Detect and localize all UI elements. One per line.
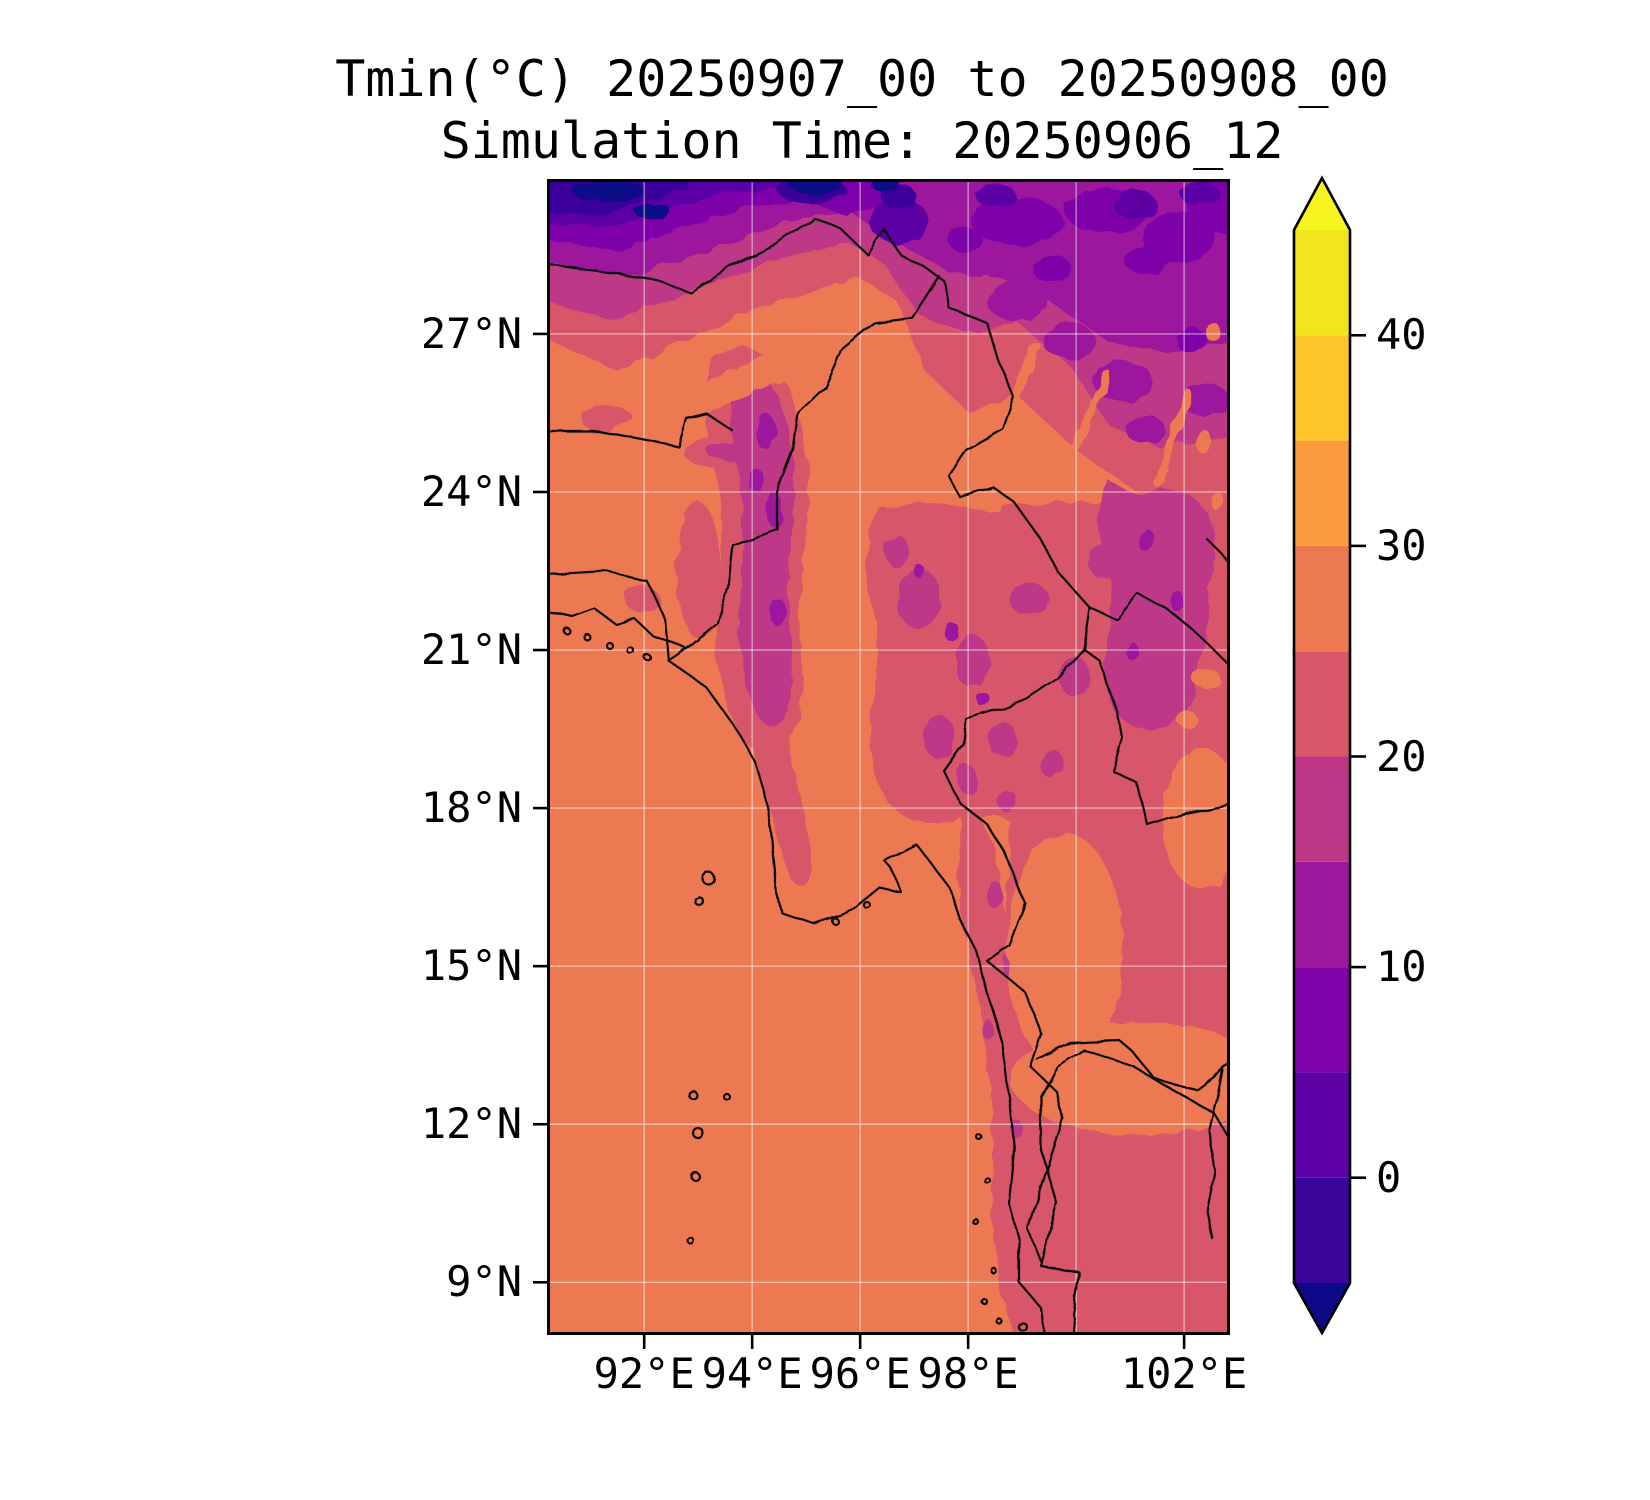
colorbar-band-35-40 (1294, 335, 1350, 441)
y-tick-label: 18°N (420, 783, 522, 833)
colorbar-outline (1292, 175, 1352, 1336)
colorbar-band-25-30 (1294, 545, 1350, 652)
colorbar-tick-label: 10 (1376, 942, 1427, 992)
colorbar-extend-under (1294, 1283, 1350, 1333)
coast-myanmar (667, 659, 1046, 1335)
x-tick-label: 102°E (1120, 1349, 1248, 1398)
coast-gulf-west (1039, 1048, 1086, 1335)
y-tick-label: 15°N (420, 941, 522, 991)
axes-spine (547, 179, 1230, 1335)
coast-gulf-east (1082, 1048, 1230, 1142)
y-tick-label: 24°N (420, 466, 522, 516)
border-india-myanmar (667, 274, 941, 663)
colorbar-tick-label: 20 (1376, 731, 1427, 781)
x-tick-label: 92°E (593, 1349, 695, 1398)
x-tick-label: 98°E (917, 1349, 1019, 1398)
colorbar-band-0-5 (1294, 1072, 1350, 1178)
axis-tick-marks (533, 332, 1186, 1349)
colorbar-band-40-45 (1294, 230, 1350, 336)
colorbar-tick-label: 0 (1376, 1152, 1402, 1202)
border-cambodia (1035, 1039, 1230, 1092)
colorbar-tick-label: 30 (1376, 520, 1427, 570)
coast-bengal-delta (547, 607, 689, 651)
colorbar-band-20-25 (1294, 651, 1350, 757)
y-tick-label: 12°N (420, 1099, 522, 1149)
border-bangladesh-south (547, 569, 671, 663)
map-plot (533, 179, 1230, 1349)
colorbar-tick-label: 40 (1376, 310, 1427, 360)
plot-title: Tmin(°C) 20250907_00 to 20250908_00 (335, 50, 1389, 108)
colorbar (1292, 175, 1366, 1336)
border-cambodia-west (1205, 1065, 1225, 1241)
y-tick-label: 9°N (446, 1257, 522, 1307)
x-tick-label: 96°E (809, 1349, 911, 1398)
colorbar-band--5-0 (1294, 1177, 1350, 1283)
border-himalaya (547, 216, 946, 294)
border-laos (1082, 606, 1230, 826)
border-bangladesh-north (547, 412, 735, 449)
colorbar-band-15-20 (1294, 756, 1350, 862)
islands (562, 626, 1029, 1333)
border-thailand-myanmar (942, 647, 1086, 1263)
colorbar-band-5-10 (1294, 967, 1350, 1073)
colorbar-band-10-15 (1294, 861, 1350, 968)
y-tick-label: 21°N (420, 625, 522, 675)
temperature-field (547, 179, 1230, 1335)
colorbar-extend-over (1294, 178, 1350, 230)
country-borders (547, 216, 1230, 1335)
x-tick-label: 94°E (701, 1349, 803, 1398)
border-myanmar-china (942, 279, 1230, 668)
plot-subtitle: Simulation Time: 20250906_12 (440, 112, 1284, 170)
colorbar-band-30-35 (1294, 440, 1350, 546)
y-tick-label: 27°N (420, 308, 522, 358)
